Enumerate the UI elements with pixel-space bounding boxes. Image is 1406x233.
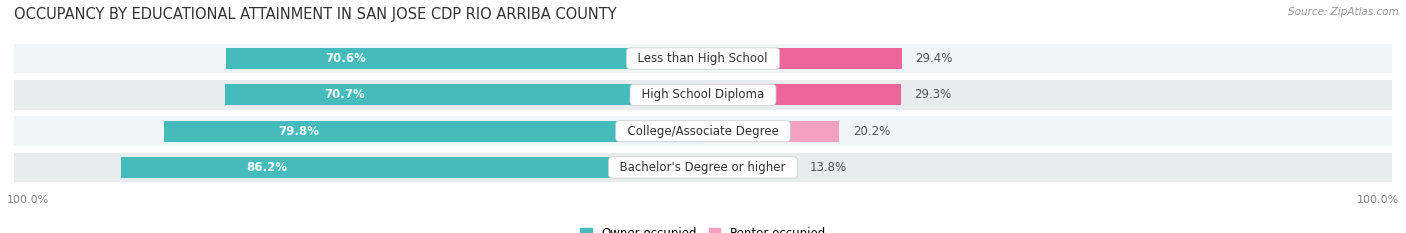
Text: 70.6%: 70.6% — [325, 52, 366, 65]
Bar — [14, 116, 1392, 146]
Text: Bachelor's Degree or higher: Bachelor's Degree or higher — [613, 161, 793, 174]
Text: 29.3%: 29.3% — [914, 88, 952, 101]
Bar — [14, 44, 1392, 73]
Text: 13.8%: 13.8% — [810, 161, 846, 174]
Bar — [14, 80, 1392, 110]
Text: OCCUPANCY BY EDUCATIONAL ATTAINMENT IN SAN JOSE CDP RIO ARRIBA COUNTY: OCCUPANCY BY EDUCATIONAL ATTAINMENT IN S… — [14, 7, 617, 22]
Text: High School Diploma: High School Diploma — [634, 88, 772, 101]
Text: 70.7%: 70.7% — [325, 88, 366, 101]
Bar — [703, 84, 901, 105]
Text: College/Associate Degree: College/Associate Degree — [620, 125, 786, 138]
Bar — [165, 121, 703, 142]
Bar — [226, 48, 703, 69]
Text: 79.8%: 79.8% — [278, 125, 319, 138]
Bar — [703, 157, 796, 178]
Text: 20.2%: 20.2% — [853, 125, 890, 138]
Bar — [703, 48, 901, 69]
Bar — [121, 157, 703, 178]
Legend: Owner-occupied, Renter-occupied: Owner-occupied, Renter-occupied — [575, 222, 831, 233]
Text: Source: ZipAtlas.com: Source: ZipAtlas.com — [1288, 7, 1399, 17]
Bar — [14, 153, 1392, 182]
Text: 29.4%: 29.4% — [915, 52, 952, 65]
Bar — [703, 121, 839, 142]
Bar — [225, 84, 703, 105]
Text: 86.2%: 86.2% — [246, 161, 287, 174]
Text: Less than High School: Less than High School — [630, 52, 776, 65]
